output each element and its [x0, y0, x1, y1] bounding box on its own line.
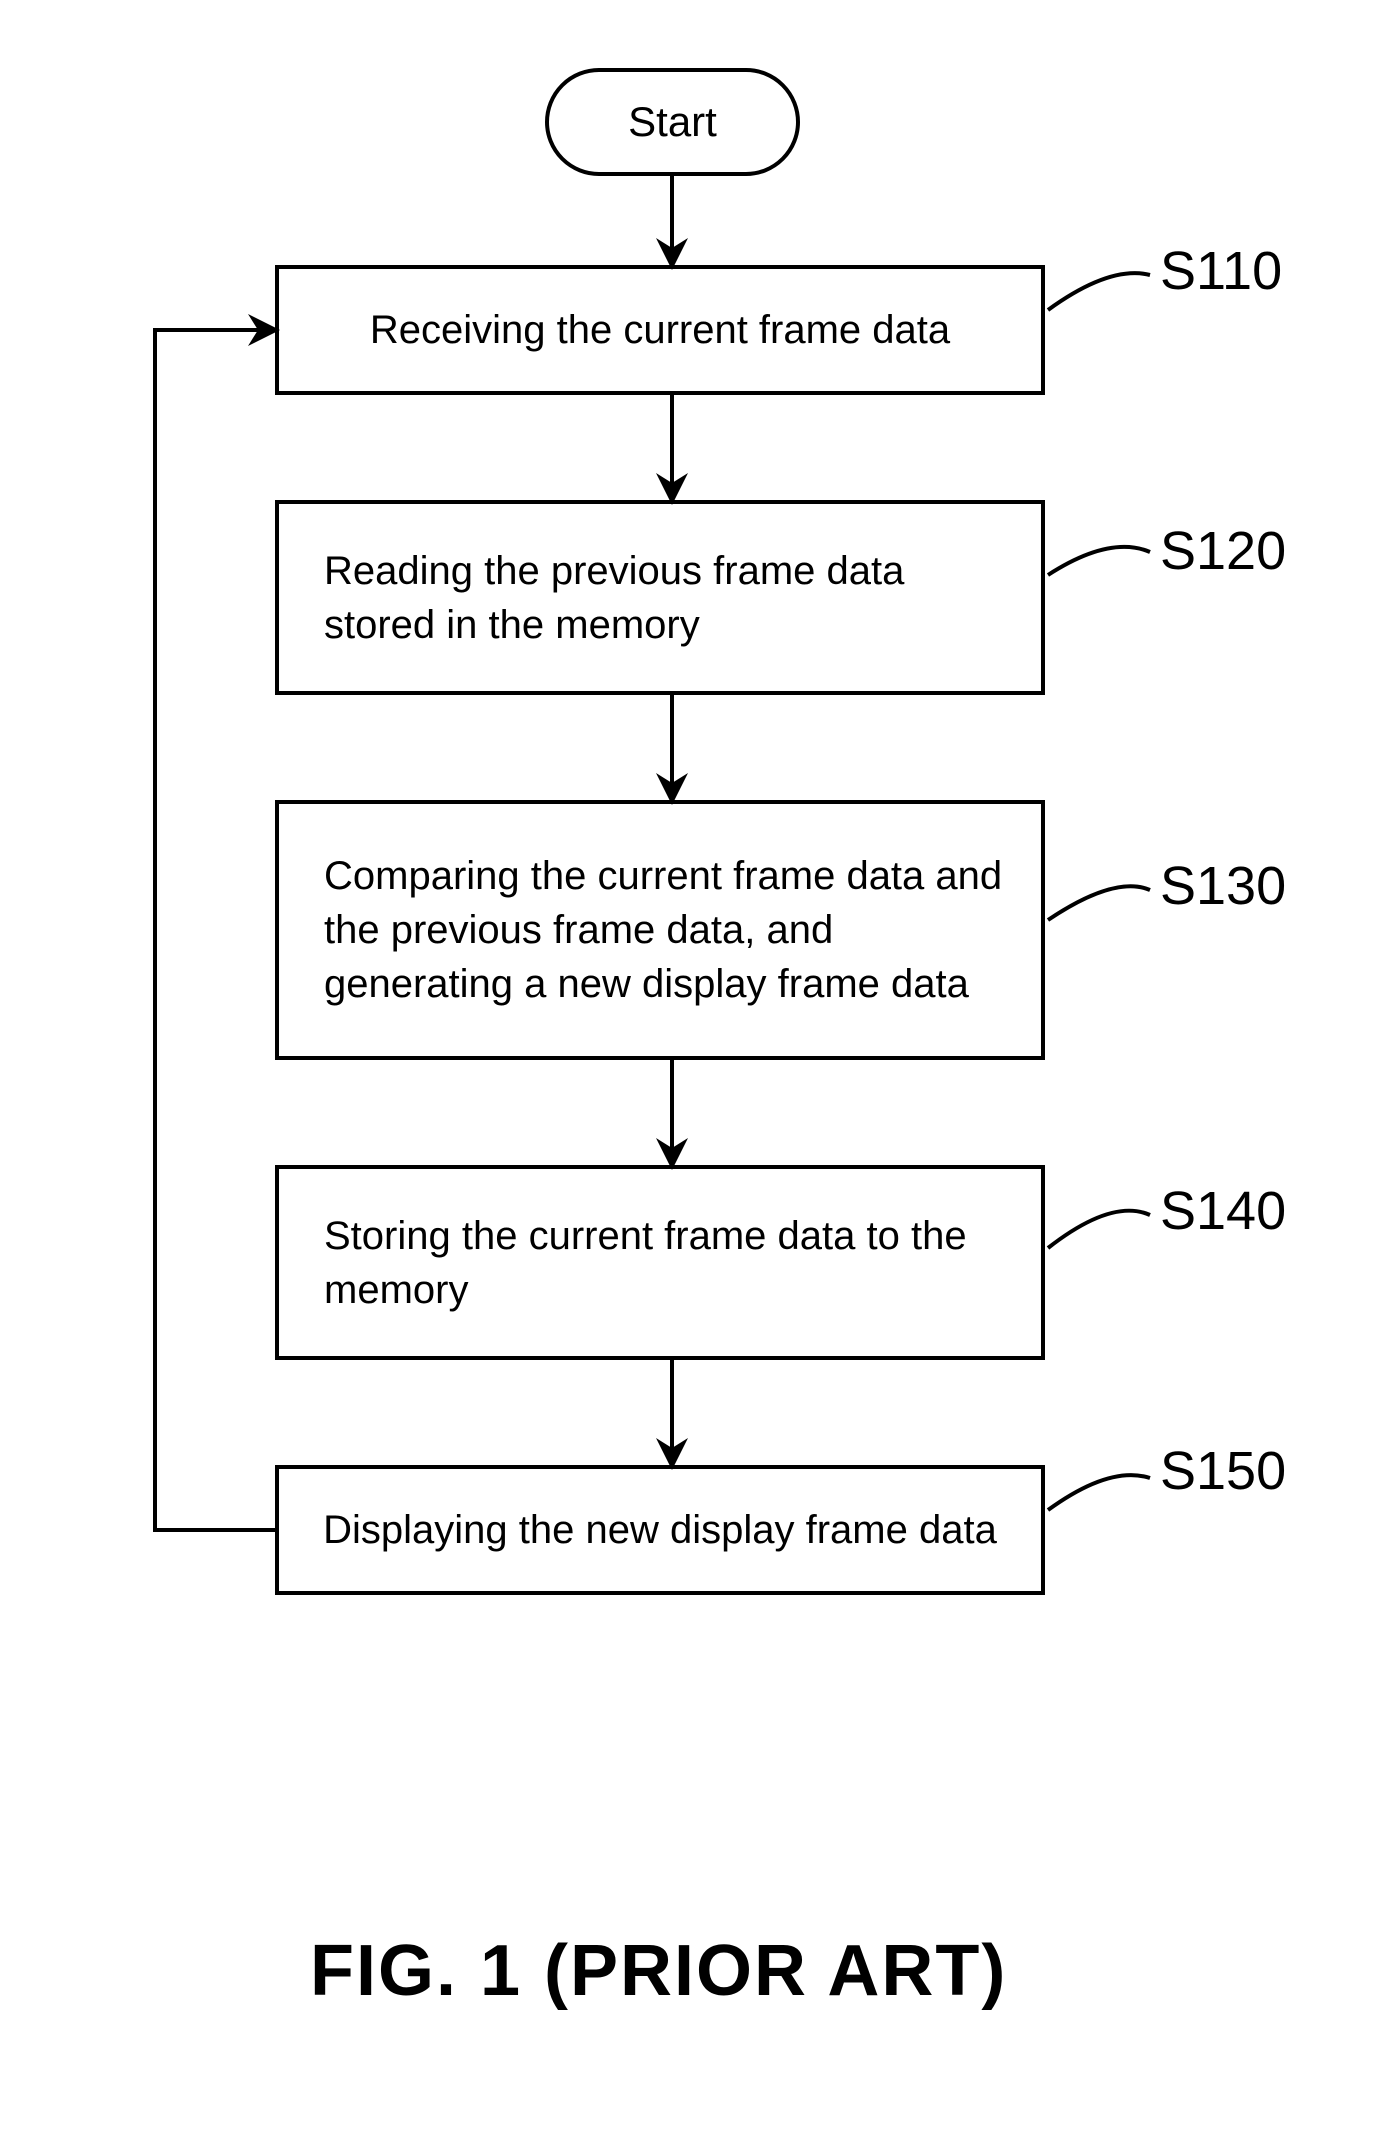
figure-caption: FIG. 1 (PRIOR ART): [310, 1930, 1007, 2012]
process-text: Displaying the new display frame data: [323, 1503, 997, 1557]
flowchart-canvas: Start Receiving the current frame data R…: [0, 0, 1397, 2152]
process-text: Comparing the current frame data and the…: [324, 849, 1021, 1011]
step-label-s150: S150: [1160, 1440, 1286, 1502]
process-s130: Comparing the current frame data and the…: [275, 800, 1045, 1060]
step-label-s120: S120: [1160, 520, 1286, 582]
step-label-s110: S110: [1160, 240, 1282, 302]
process-text: Reading the previous frame data stored i…: [324, 544, 1021, 652]
process-s140: Storing the current frame data to the me…: [275, 1165, 1045, 1360]
process-text: Storing the current frame data to the me…: [324, 1209, 1021, 1317]
start-label: Start: [628, 98, 717, 146]
process-s150: Displaying the new display frame data: [275, 1465, 1045, 1595]
process-text: Receiving the current frame data: [370, 303, 950, 357]
process-s120: Reading the previous frame data stored i…: [275, 500, 1045, 695]
step-label-s140: S140: [1160, 1180, 1286, 1242]
process-s110: Receiving the current frame data: [275, 265, 1045, 395]
step-label-s130: S130: [1160, 855, 1286, 917]
start-terminator: Start: [545, 68, 800, 176]
